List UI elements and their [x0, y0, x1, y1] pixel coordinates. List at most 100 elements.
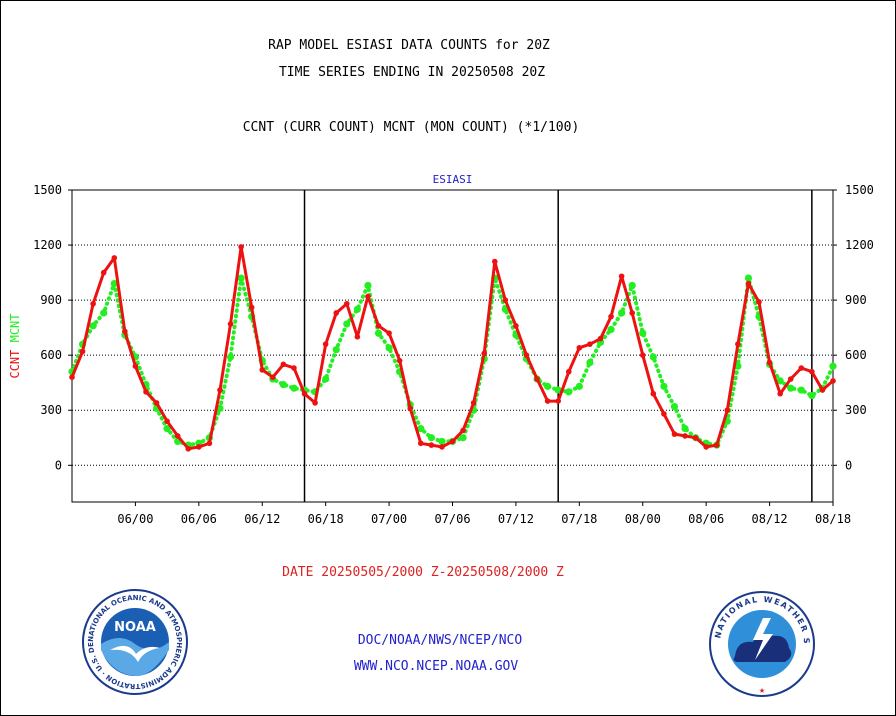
data-point-mcnt [649, 353, 657, 361]
y-axis-label-ccnt: CCNT [8, 342, 22, 378]
data-point-ccnt [132, 363, 139, 369]
data-point-mcnt [628, 281, 636, 290]
data-point-ccnt [227, 321, 234, 327]
chart-subtitle: CCNT (CURR COUNT) MCNT (MON COUNT) (*1/1… [242, 120, 580, 135]
y-tick-label-right: 0 [845, 458, 852, 472]
data-point-ccnt [375, 323, 382, 329]
x-tick-label: 07/18 [561, 512, 597, 526]
data-point-mcnt [670, 402, 679, 411]
data-point-ccnt [238, 244, 244, 250]
data-point-ccnt [270, 374, 276, 381]
data-point-mcnt [100, 309, 108, 317]
data-point-ccnt [534, 376, 540, 382]
x-tick-label: 08/12 [752, 512, 788, 526]
y-tick-label-left: 900 [40, 293, 62, 307]
series-line-mcnt [70, 276, 835, 448]
data-point-ccnt [417, 440, 424, 447]
chart-title-line-1: RAP MODEL ESIASI DATA COUNTS for 20Z [268, 38, 550, 53]
data-point-ccnt [565, 368, 572, 375]
data-point-ccnt [196, 444, 202, 450]
data-point-mcnt [279, 380, 287, 389]
data-point-ccnt [470, 400, 477, 406]
data-point-mcnt [385, 344, 393, 352]
x-tick-label: 07/00 [371, 512, 407, 526]
data-point-ccnt [809, 368, 815, 375]
data-point-mcnt [575, 382, 583, 390]
data-point-ccnt [153, 400, 160, 406]
data-point-mcnt [681, 424, 689, 433]
data-point-ccnt [354, 334, 361, 340]
data-point-mcnt [417, 424, 425, 433]
x-tick-label: 08/00 [625, 512, 661, 526]
data-point-ccnt [587, 341, 593, 347]
data-point-ccnt [629, 310, 635, 316]
y-tick-label-right: 1200 [845, 238, 874, 252]
data-point-ccnt [682, 433, 688, 439]
data-point-ccnt [90, 300, 96, 307]
data-point-mcnt [110, 280, 118, 288]
data-point-mcnt [343, 320, 351, 328]
data-point-mcnt [607, 325, 615, 334]
data-point-ccnt [608, 313, 614, 320]
data-point-ccnt [185, 445, 192, 452]
data-point-ccnt [322, 341, 329, 347]
data-point-mcnt [808, 391, 816, 400]
plot-area [71, 189, 834, 503]
y-tick-label-right: 300 [845, 403, 867, 417]
data-point-ccnt [111, 255, 118, 261]
data-point-ccnt [491, 258, 498, 265]
data-point-ccnt [69, 374, 75, 381]
data-point-ccnt [555, 398, 561, 404]
data-point-ccnt [787, 376, 794, 382]
data-point-ccnt [301, 390, 308, 397]
data-point-mcnt [660, 382, 668, 390]
data-point-ccnt [502, 297, 509, 303]
y-axis-label: CCNT MCNT [8, 313, 22, 378]
data-point-ccnt [365, 293, 371, 300]
data-point-ccnt [639, 352, 646, 358]
data-point-ccnt [713, 442, 720, 448]
data-point-ccnt [206, 440, 213, 447]
data-point-mcnt [374, 329, 383, 337]
data-point-mcnt [565, 388, 573, 396]
data-point-mcnt [639, 329, 647, 337]
data-point-mcnt [163, 424, 171, 433]
data-point-ccnt [143, 389, 149, 395]
data-point-ccnt [333, 310, 340, 316]
data-point-ccnt [460, 427, 466, 434]
data-point-ccnt [449, 438, 456, 445]
data-point-ccnt [396, 357, 403, 364]
data-point-mcnt [237, 274, 245, 282]
data-point-ccnt [756, 299, 762, 305]
x-tick-label: 06/18 [308, 512, 344, 526]
nws-star-icon: ★ [759, 685, 765, 696]
nws-logo: NATIONAL WEATHER SERVICE ★ [707, 590, 815, 697]
data-point-ccnt [248, 304, 255, 311]
data-point-ccnt [122, 328, 128, 335]
data-point-mcnt [787, 384, 795, 392]
chart-title-line-2: TIME SERIES ENDING IN 20250508 20Z [278, 65, 546, 80]
data-point-mcnt [544, 382, 552, 390]
data-point-mcnt [586, 358, 594, 367]
data-point-ccnt [618, 273, 625, 280]
data-point-ccnt [259, 367, 266, 373]
data-point-ccnt [671, 431, 678, 437]
data-point-mcnt [829, 362, 837, 370]
noaa-logo-text: NOAA [114, 620, 156, 635]
data-point-ccnt [428, 442, 435, 448]
x-tick-label: 06/12 [244, 512, 280, 526]
x-tick-label: 07/06 [434, 512, 470, 526]
website-link[interactable]: WWW.NCO.NCEP.NOAA.GOV [353, 659, 519, 674]
data-point-ccnt [830, 378, 836, 384]
y-tick-label-right: 600 [845, 348, 867, 362]
y-tick-label-left: 600 [40, 348, 62, 362]
data-point-ccnt [291, 365, 297, 371]
data-point-ccnt [100, 269, 107, 276]
data-point-ccnt [735, 341, 741, 347]
data-point-ccnt [766, 359, 773, 366]
data-point-ccnt [439, 444, 445, 450]
data-point-ccnt [344, 300, 350, 307]
data-point-mcnt [226, 353, 235, 361]
panel-title: ESIASI [433, 173, 473, 186]
